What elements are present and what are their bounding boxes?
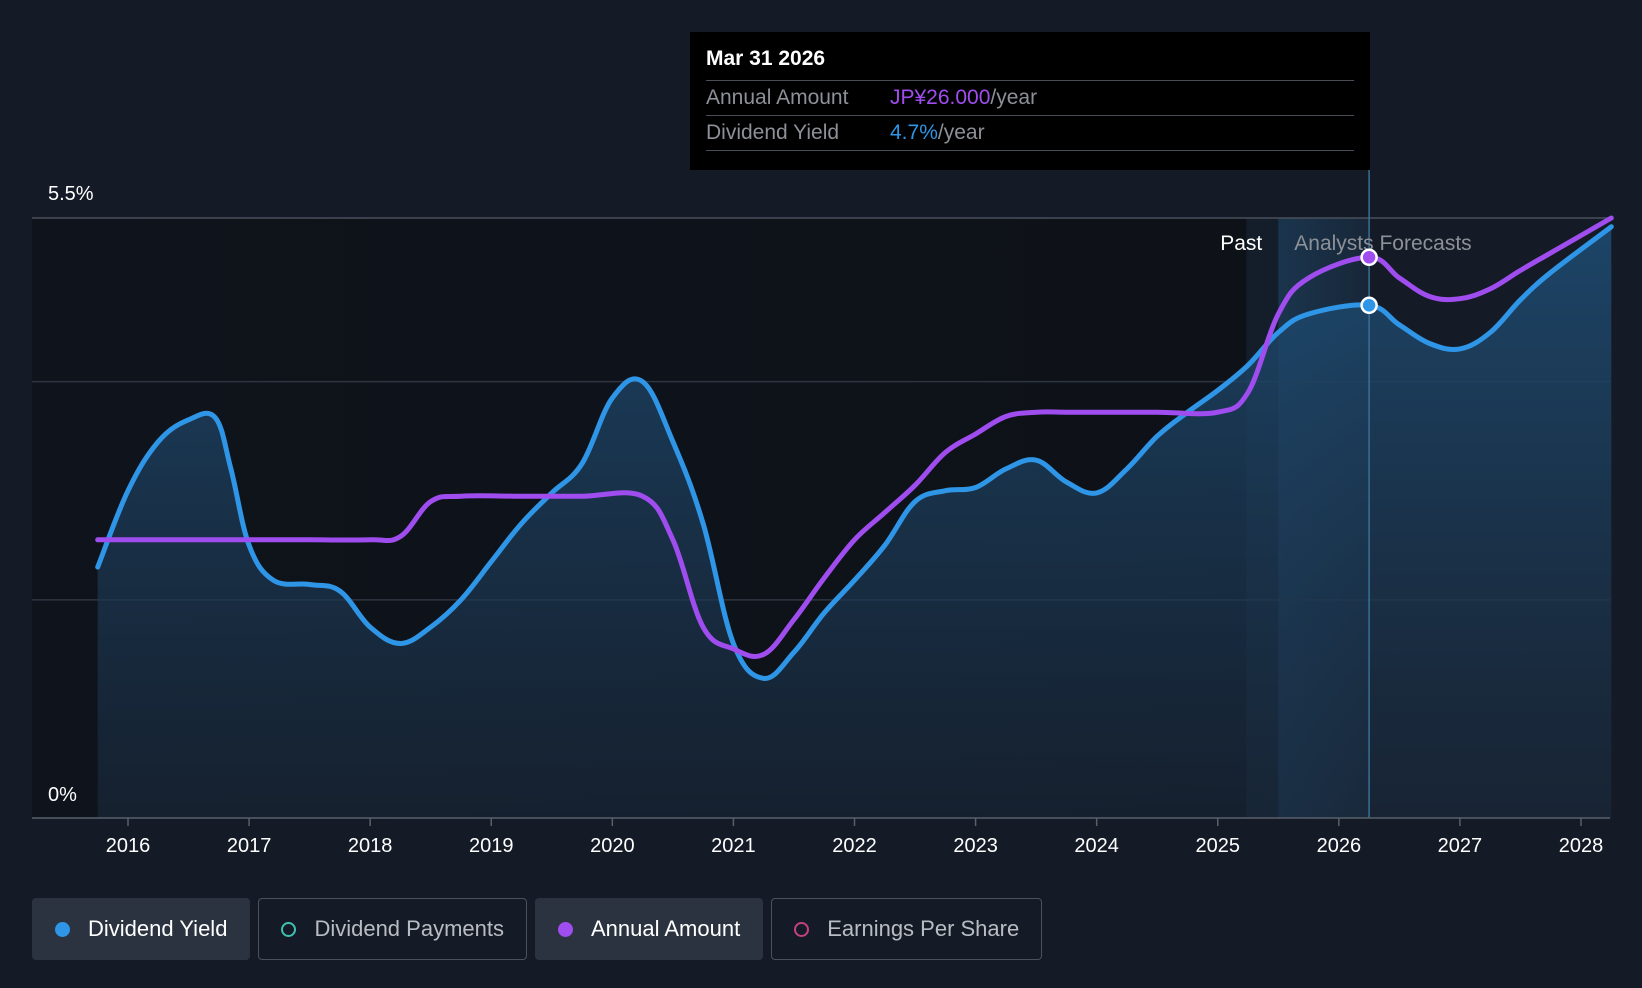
legend-label: Dividend Yield (88, 916, 228, 941)
legend-ring-icon (281, 921, 297, 937)
legend-earnings-per-share-button[interactable]: Earnings Per Share (771, 898, 1043, 960)
x-tick-label: 2022 (832, 835, 877, 857)
tooltip-label: Dividend Yield (706, 121, 840, 144)
x-tick-label: 2028 (1559, 835, 1604, 857)
forecast-label: Analysts Forecasts (1294, 232, 1471, 255)
legend-dot-icon (55, 921, 70, 937)
x-tick-label: 2020 (590, 835, 635, 857)
x-tick-label: 2016 (106, 835, 151, 857)
x-tick-label: 2018 (348, 835, 393, 857)
dividend-yield-line (95, 224, 1614, 681)
tooltip-date: Mar 31 2026 (706, 44, 1354, 81)
x-tick-label: 2019 (469, 835, 514, 857)
y-tick-label: 5.5% (48, 183, 94, 205)
x-tick-label: 2017 (227, 835, 272, 857)
x-tick-label: 2026 (1317, 835, 1362, 857)
tooltip-value: 4.7% (890, 121, 938, 144)
tooltip-row-annual-amount: Annual Amount JP¥26.000 /year (706, 81, 1354, 116)
legend-ring-icon (794, 921, 810, 937)
x-tick-label: 2023 (953, 835, 998, 857)
legend-label: Annual Amount (590, 916, 741, 941)
x-tick-label: 2027 (1438, 835, 1483, 857)
x-tick-label: 2025 (1196, 835, 1241, 857)
tooltip: Mar 31 2026 Annual Amount JP¥26.000 /yea… (690, 32, 1370, 170)
past-label: Past (1220, 232, 1262, 255)
legend-dividend-payments-button[interactable]: Dividend Payments (258, 898, 527, 960)
annual-amount-marker (1360, 248, 1378, 267)
tooltip-row-dividend-yield: Dividend Yield 4.7% /year (706, 116, 1354, 151)
tooltip-unit: /year (937, 121, 985, 144)
dividend-yield-marker (1360, 296, 1378, 315)
annual-amount-line (95, 215, 1614, 659)
legend-dividend-yield-button[interactable]: Dividend Yield (32, 898, 251, 960)
dividend-yield-area (97, 226, 1612, 818)
legend-dot-icon (557, 921, 573, 937)
dividend-chart: 2016 2017 2018 2019 2020 2021 2022 2023 2024 2025… (32, 168, 1614, 857)
legend: Dividend Yield Dividend Payments Annual … (32, 898, 1043, 960)
x-tick-label: 2024 (1074, 835, 1119, 857)
legend-label: Dividend Payments (314, 916, 504, 941)
tooltip-unit: /year (990, 86, 1038, 109)
tooltip-value: JP¥26.000 (890, 86, 991, 109)
tooltip-label: Annual Amount (706, 86, 849, 109)
legend-annual-amount-button[interactable]: Annual Amount (534, 898, 764, 960)
legend-label: Earnings Per Share (827, 916, 1020, 941)
x-tick-label: 2021 (711, 835, 756, 857)
y-tick-label: 0% (48, 784, 77, 806)
